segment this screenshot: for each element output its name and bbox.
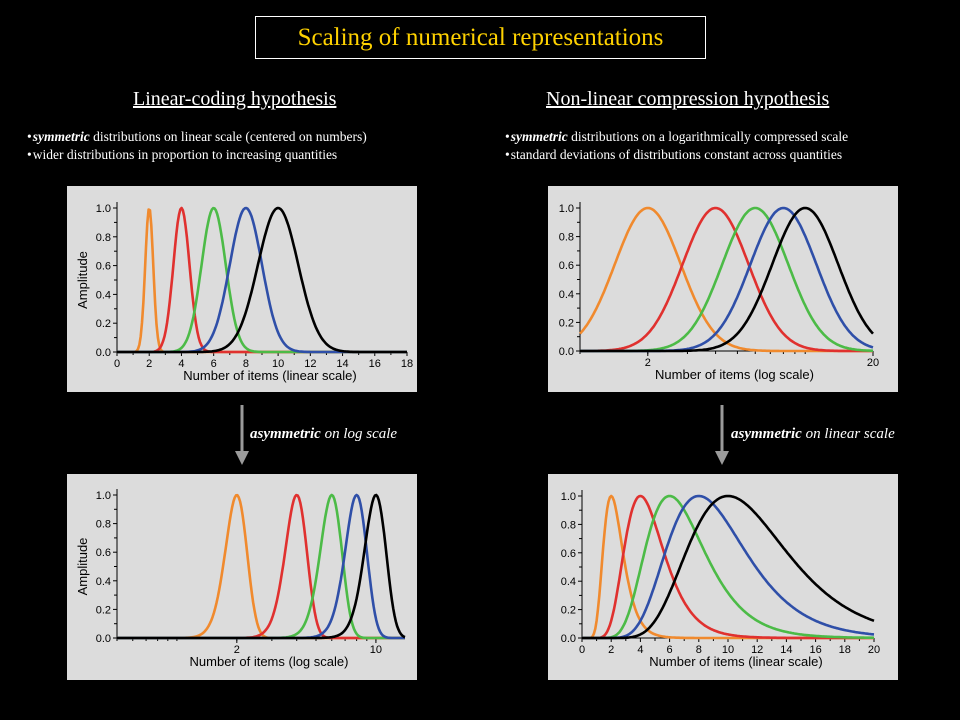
bullet-item: standard deviations of distributions con…: [505, 146, 848, 164]
curve-series-1: [579, 206, 874, 353]
x-tick-label: 2: [146, 358, 152, 370]
y-tick-label: 1.0: [561, 491, 576, 503]
curve-series-4: [581, 494, 875, 640]
curve-series-5: [581, 494, 875, 640]
nonlinear-compression-bullets: symmetric distributions on a logarithmic…: [505, 128, 848, 164]
x-tick-label: 2: [608, 644, 614, 656]
y-tick-label: 0.0: [96, 633, 111, 645]
y-tick-label: 0.4: [559, 289, 574, 301]
x-axis-label: Number of items (linear scale): [183, 368, 356, 383]
x-tick-label: 18: [839, 644, 851, 656]
curve-series-3: [581, 494, 875, 640]
chart-log-bottom-left: 0.0 0.2 0.4 0.6 0.8 1.0 2 10 Number of items (lo…: [67, 474, 417, 680]
chart-linear-bottom-right: 0.0 0.2 0.4 0.6 0.8 1.0 0 2 4 6 8 10 12 14 16 18 20 Numbe…: [548, 474, 898, 680]
x-tick-label: 12: [304, 358, 316, 370]
y-tick-label: 0.8: [559, 232, 574, 244]
curve-series-3: [116, 206, 408, 354]
x-tick-label: 2: [234, 644, 240, 656]
y-tick-label: 0.0: [96, 347, 111, 359]
y-tick-label: 0.2: [559, 317, 574, 329]
curve-series-5: [579, 206, 874, 353]
nonlinear-compression-heading: Non-linear compression hypothesis: [546, 88, 830, 110]
y-tick-label: 0.4: [561, 576, 576, 588]
bullet-item: wider distributions in proportion to inc…: [27, 146, 367, 164]
x-tick-label: 10: [370, 644, 382, 656]
y-tick-label: 0.4: [96, 576, 111, 588]
x-tick-label: 18: [401, 358, 413, 370]
bullet-item: symmetric distributions on a logarithmic…: [505, 128, 848, 146]
x-tick-label: 12: [751, 644, 763, 656]
curve-series-1: [581, 494, 875, 640]
y-tick-label: 0.8: [96, 519, 111, 531]
y-tick-label: 0.2: [96, 318, 111, 330]
y-tick-label: 0.2: [96, 604, 111, 616]
x-tick-label: 14: [336, 358, 348, 370]
x-tick-label: 8: [243, 358, 249, 370]
curve-series-5: [116, 206, 408, 354]
x-tick-label: 6: [211, 358, 217, 370]
y-axis-label: Amplitude: [75, 538, 90, 596]
down-arrow-icon: [235, 405, 249, 465]
x-tick-label: 0: [114, 358, 120, 370]
x-axis-label: Number of items (log scale): [655, 367, 814, 382]
x-tick-label: 20: [868, 644, 880, 656]
curve-series-3: [579, 206, 874, 353]
linear-coding-heading: Linear-coding hypothesis: [133, 88, 337, 110]
y-tick-label: 1.0: [96, 203, 111, 215]
x-tick-label: 16: [809, 644, 821, 656]
y-tick-label: 0.6: [96, 261, 111, 273]
y-tick-label: 0.6: [96, 547, 111, 559]
x-tick-label: 20: [867, 357, 879, 369]
y-tick-label: 1.0: [96, 490, 111, 502]
slide-title: Scaling of numerical representations: [255, 16, 706, 59]
x-tick-label: 10: [722, 644, 734, 656]
y-tick-label: 0.4: [96, 289, 111, 301]
curve-series-2: [581, 494, 875, 640]
y-tick-label: 0.0: [561, 633, 576, 645]
bullet-item: symmetric distributions on linear scale …: [27, 128, 367, 146]
y-axis-label: Amplitude: [75, 251, 90, 309]
y-tick-label: 0.0: [559, 346, 574, 358]
y-tick-label: 1.0: [559, 203, 574, 215]
y-tick-label: 0.2: [561, 605, 576, 617]
x-tick-label: 16: [369, 358, 381, 370]
y-tick-label: 0.6: [559, 260, 574, 272]
x-axis-label: Number of items (log scale): [190, 654, 349, 669]
curve-series-4: [116, 206, 408, 354]
x-tick-label: 0: [579, 644, 585, 656]
x-tick-label: 6: [667, 644, 673, 656]
x-tick-label: 10: [272, 358, 284, 370]
curve-series-4: [579, 206, 874, 353]
x-tick-label: 14: [780, 644, 792, 656]
y-tick-label: 0.6: [561, 548, 576, 560]
left-arrow-label: asymmetric on log scale: [250, 426, 398, 442]
chart-linear-top-left: 0.0 0.2 0.4 0.6 0.8 1.0 0 2 4 6 8 10 12 14 16 18 Number …: [67, 186, 417, 392]
x-axis-label: Number of items (linear scale): [649, 654, 822, 669]
curve-series-2: [579, 206, 874, 353]
right-arrow-label: asymmetric on linear scale: [731, 426, 895, 442]
curve-series-1: [116, 208, 408, 354]
x-tick-label: 8: [696, 644, 702, 656]
chart-log-top-right: 0.0 0.2 0.4 0.6 0.8 1.0 2 20 Number of items (lo…: [548, 186, 898, 392]
linear-coding-bullets: symmetric distributions on linear scale …: [27, 128, 367, 164]
down-arrow-icon: [715, 405, 729, 465]
y-tick-label: 0.8: [561, 519, 576, 531]
x-tick-label: 4: [637, 644, 643, 656]
y-tick-label: 0.8: [96, 232, 111, 244]
curve-series-5: [116, 493, 406, 640]
curve-series-2: [116, 206, 408, 354]
x-tick-label: 2: [645, 357, 651, 369]
x-tick-label: 4: [178, 358, 184, 370]
